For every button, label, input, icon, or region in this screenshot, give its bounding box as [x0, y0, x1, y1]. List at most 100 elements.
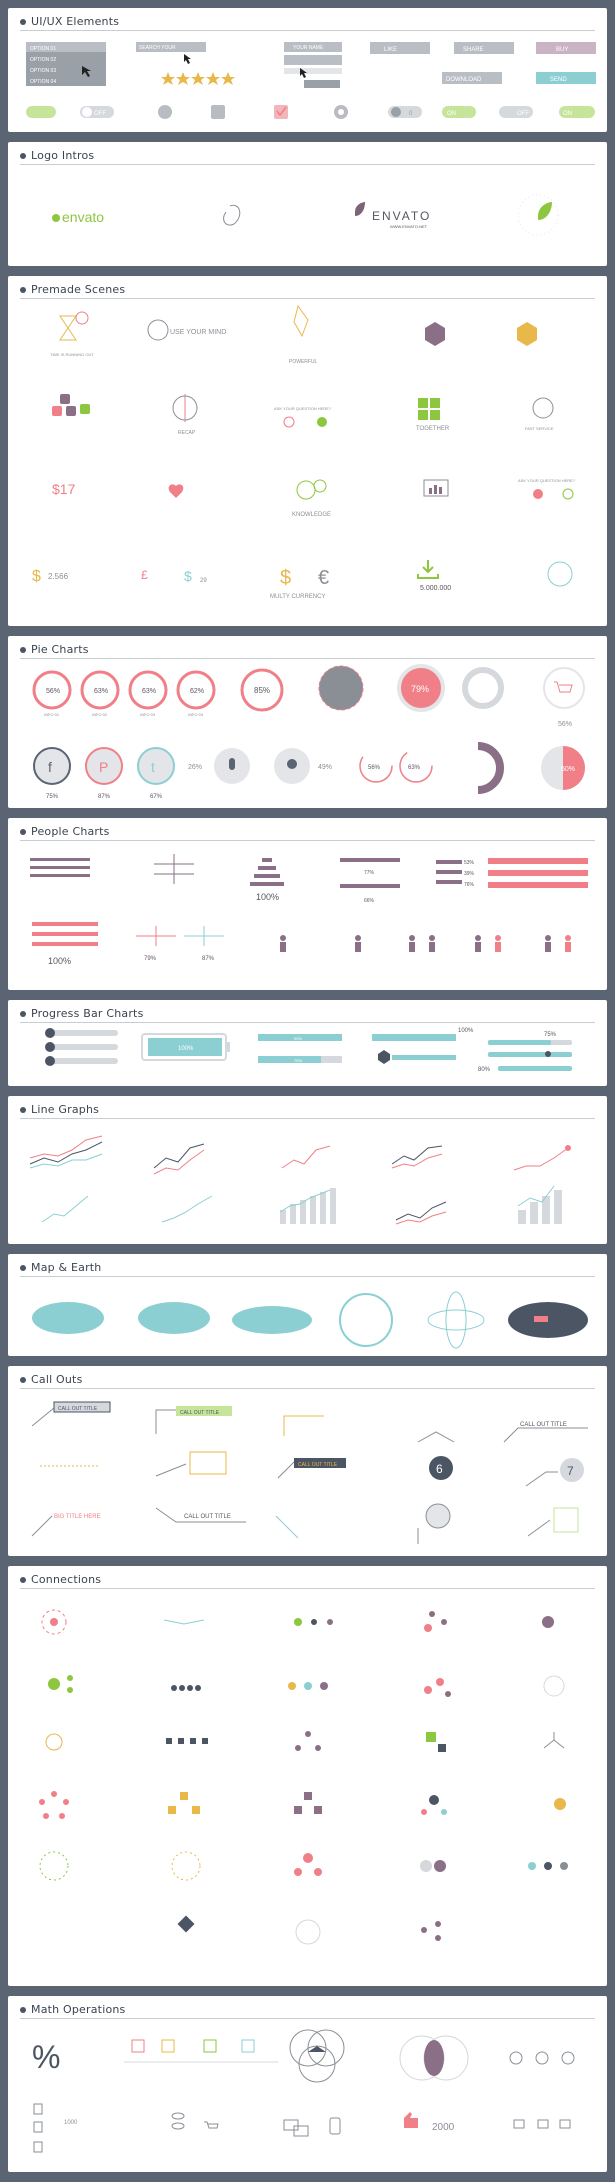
pie-cart-value: 56% — [558, 721, 572, 728]
toggle-on-label: ON — [447, 111, 456, 117]
bulb-icon — [287, 759, 297, 769]
callout-8-title: CALL OUT TITLE — [298, 1462, 338, 1468]
connection-ring-gold — [171, 1851, 201, 1881]
scenes-canvas: TIME IS RUNNING OUT USE YOUR MIND POWERF… — [32, 304, 576, 600]
lens-diagram — [399, 2035, 469, 2081]
line-canvas — [29, 1135, 571, 1225]
section-math: Math Operations % 1000 2000 — [8, 1996, 607, 2172]
line-graph-6 — [41, 1195, 89, 1223]
line-graph-5 — [513, 1145, 571, 1171]
cart-math-icon — [204, 2121, 219, 2129]
pie-ring-4 — [176, 670, 216, 710]
cursor-icon — [300, 68, 307, 78]
pinterest-value: 87% — [98, 794, 111, 800]
section-title: Map & Earth — [31, 1261, 102, 1274]
callout-big-title: BIG TITLE HERE — [54, 1514, 101, 1520]
pie-ring-2 — [80, 670, 120, 710]
scene-amount-1: 2.566 — [48, 572, 69, 581]
bar-line-graph-1 — [280, 1188, 336, 1224]
connection-diamond — [294, 1792, 322, 1814]
toggle-off-label-2: OFF — [517, 111, 529, 117]
checkbox[interactable] — [211, 105, 225, 119]
callout-10 — [31, 1515, 53, 1537]
dropdown-option-2: OPTION 02 — [30, 57, 56, 63]
progress-bar-4 — [392, 1055, 456, 1060]
toggle-off-2[interactable] — [499, 106, 533, 118]
section-title: Progress Bar Charts — [31, 1007, 144, 1020]
connection-diamond-2 — [177, 1915, 195, 1933]
phone-icon — [329, 2117, 341, 2135]
share-button[interactable] — [454, 42, 514, 54]
people-pct-2: 77% — [364, 870, 375, 876]
name-placeholder: YOUR NAME — [293, 45, 324, 51]
half-pie-value: 50% — [561, 766, 575, 773]
connection-node-1 — [542, 1616, 554, 1628]
like-button[interactable] — [370, 42, 430, 54]
scene-mind: USE YOUR MIND — [170, 329, 226, 336]
connection-triangle — [295, 1731, 321, 1751]
buy-button[interactable] — [536, 42, 596, 54]
connection-orgchart — [168, 1792, 200, 1814]
section-uiux: UI/UX Elements OPTION 01 OPTION 02 OPTIO… — [8, 8, 607, 132]
connection-graph-1 — [163, 1619, 205, 1625]
name-input[interactable] — [284, 42, 342, 52]
pie-ring-big — [240, 668, 284, 712]
header-dot — [20, 19, 26, 25]
callout-number-7: 7 — [567, 1464, 574, 1478]
facebook-ring — [33, 747, 71, 785]
battery-value: 100% — [178, 1046, 194, 1052]
hex-social-icon — [425, 322, 445, 346]
progress-bar-3 — [372, 1034, 456, 1041]
scene-fast: FAST SERVICE — [525, 426, 554, 431]
connections-canvas — [39, 1609, 568, 1945]
section-title: Connections — [31, 1573, 102, 1586]
connection-triad — [294, 1853, 322, 1876]
section-title: People Charts — [31, 825, 110, 838]
leaf-outline-icon — [223, 204, 241, 226]
pie-ring-1 — [32, 670, 72, 710]
counter-value: 0 — [409, 111, 413, 117]
euro-icon: € — [318, 567, 329, 589]
scene-amount-2: 29 — [200, 578, 207, 584]
pie-pair-1 — [359, 749, 393, 783]
email-input[interactable] — [284, 55, 342, 65]
toggle-on[interactable] — [26, 106, 56, 118]
connection-graph-4 — [424, 1678, 451, 1697]
mic-icon — [229, 758, 235, 770]
people-pct-5: 79% — [144, 956, 157, 962]
download-button[interactable] — [442, 72, 502, 84]
line-graph-4 — [391, 1145, 443, 1169]
send-button[interactable] — [536, 72, 596, 84]
math-end-icons — [513, 2119, 571, 2129]
people-rows-3 — [436, 860, 462, 884]
person-icon — [355, 935, 361, 952]
line-graph-8 — [395, 1201, 447, 1225]
math-big-number: 2000 — [432, 2122, 455, 2133]
toggle-on-3[interactable] — [559, 106, 595, 118]
progress-bar-2 — [258, 1056, 321, 1063]
section-connections: Connections — [8, 1566, 607, 1986]
people-stat-2: 39% — [464, 871, 475, 877]
check-icon — [562, 488, 574, 500]
progress-bar-7-value: 80% — [478, 1067, 491, 1073]
logo-canvas: envato ENVATO WWW.ENVATO.NET — [52, 194, 559, 236]
section-logo: Logo Intros envato ENVATO WWW.ENVATO.NET — [8, 142, 607, 266]
toggle-on-2[interactable] — [442, 106, 476, 118]
pie-ring-3 — [128, 670, 168, 710]
cursor-icon — [82, 66, 91, 77]
people-stat-3: 76% — [464, 882, 475, 888]
math-icons-row — [131, 2039, 255, 2053]
people-pct-4: 100% — [48, 956, 71, 966]
usa-map — [232, 1306, 312, 1334]
search-placeholder: SEARCH YOUR — [139, 45, 176, 51]
pie-pair-value-2: 63% — [408, 765, 421, 771]
radio-button[interactable] — [158, 105, 172, 119]
search-input[interactable] — [136, 42, 206, 52]
callout-11 — [155, 1507, 246, 1523]
pie-value-3: 63% — [142, 688, 156, 695]
submit-button[interactable] — [304, 80, 340, 88]
progress-bar-7 — [498, 1066, 572, 1071]
toggle-off-label: OFF — [94, 111, 106, 117]
dollar-gold-icon: $ — [280, 567, 291, 589]
section-callouts: Call Outs CALL OUT TITLE CALL OUT TITLE … — [8, 1366, 607, 1556]
